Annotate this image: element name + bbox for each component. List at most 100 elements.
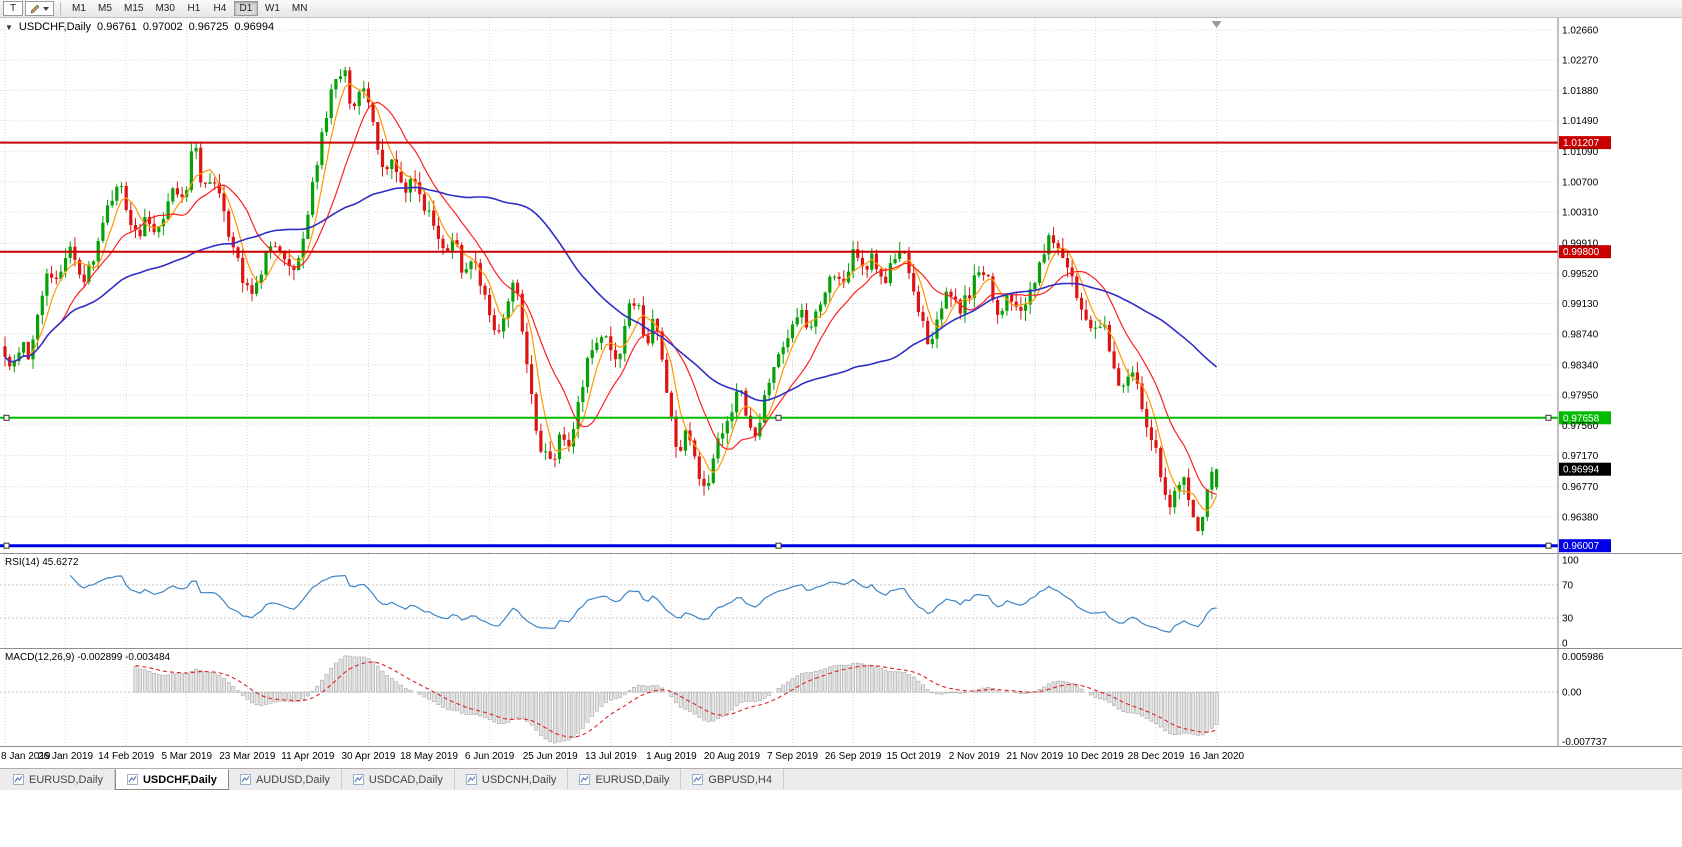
rsi-label: RSI(14) 45.6272 (5, 557, 79, 568)
price-chart-canvas[interactable]: 1.01207 0.99800 0.97658 0.96007 0.96994 1.026… (0, 18, 1682, 553)
date-label: 2 Nov 2019 (948, 751, 1000, 762)
date-label: 30 Apr 2019 (341, 751, 396, 762)
svg-text:0.00: 0.00 (1562, 688, 1582, 699)
date-label: 13 Jul 2019 (584, 751, 637, 762)
price-badge (1559, 245, 1611, 259)
macd-label: MACD(12,26,9) -0.002899 -0.003484 (5, 652, 171, 663)
chart-tab-label: USDCAD,Daily (368, 773, 443, 786)
chart-icon (126, 774, 138, 785)
svg-text:0.99800: 0.99800 (1563, 247, 1600, 258)
svg-text:0.96380: 0.96380 (1562, 512, 1599, 523)
horizontal-lines[interactable]: 1.01207 0.99800 0.97658 0.96007 0.96994 (0, 136, 1611, 553)
chart-icon (465, 774, 477, 785)
rsi-line (69, 574, 1217, 633)
timeframe-button-h1[interactable]: H1 (182, 1, 206, 16)
chart-tab-usdchf-daily[interactable]: USDCHF,Daily (114, 769, 229, 790)
timeframe-button-m15[interactable]: M15 (119, 1, 148, 16)
date-label: 18 May 2019 (400, 751, 458, 762)
svg-text:1.01207: 1.01207 (1563, 138, 1600, 149)
date-label: 20 Aug 2019 (703, 751, 761, 762)
svg-text:30: 30 (1562, 614, 1574, 625)
rsi-canvas: 100 70 30 0 (0, 554, 1682, 648)
macd-panel[interactable]: 0.005986 0.00 -0.007737 MACD(12,26,9) -0.0… (0, 648, 1682, 746)
svg-text:0: 0 (1562, 639, 1568, 649)
date-label: 7 Sep 2019 (766, 751, 819, 762)
svg-text:0.96007: 0.96007 (1563, 541, 1600, 552)
svg-text:0.99130: 0.99130 (1562, 299, 1599, 310)
timeframe-button-d1[interactable]: D1 (233, 1, 258, 16)
svg-text:1.00310: 1.00310 (1562, 208, 1599, 219)
chart-tab-label: USDCHF,Daily (142, 773, 217, 786)
svg-text:70: 70 (1562, 580, 1574, 591)
current-price-badge (1559, 462, 1611, 476)
chart-low-value: 0.96725 (188, 21, 229, 33)
chart-tab-usdcnh-daily[interactable]: USDCNH,Daily (455, 769, 569, 790)
draw-tool-button[interactable] (25, 1, 54, 16)
svg-text:0.96770: 0.96770 (1562, 482, 1599, 493)
svg-text:-0.007737: -0.007737 (1562, 737, 1607, 746)
toolbar: T M1 M5 M15 M30 H1 H4 D1 W1 MN (0, 0, 1682, 18)
svg-text:0.98340: 0.98340 (1562, 360, 1599, 371)
svg-text:0.98740: 0.98740 (1562, 329, 1599, 340)
timeframe-button-m30[interactable]: M30 (150, 1, 179, 16)
date-label: 16 Jan 2020 (1189, 751, 1245, 762)
timeframe-toolbar: M1 M5 M15 M30 H1 H4 D1 W1 MN (67, 1, 312, 16)
main-chart-panel[interactable]: 1.01207 0.99800 0.97658 0.96007 0.96994 1.026… (0, 18, 1682, 553)
caret-down-icon (43, 6, 49, 11)
date-label: 10 Dec 2019 (1067, 751, 1124, 762)
rsi-panel[interactable]: 100 70 30 0 RSI(14) 45.6272 (0, 553, 1682, 648)
date-label: 6 Jun 2019 (464, 751, 515, 762)
macd-signal-line (135, 661, 1217, 738)
chart-high-value: 0.97002 (142, 21, 183, 33)
chart-open-value: 0.96761 (97, 21, 137, 33)
svg-text:0.99520: 0.99520 (1562, 269, 1599, 280)
chart-icon (13, 774, 24, 785)
chart-tab-eurusd-daily[interactable]: EURUSD,Daily (568, 769, 682, 790)
chart-icon (692, 774, 704, 785)
text-tool-button[interactable]: T (3, 1, 23, 16)
svg-text:100: 100 (1562, 556, 1579, 567)
date-label: 23 Mar 2019 (219, 751, 276, 762)
timeframe-button-mn[interactable]: MN (287, 1, 313, 16)
svg-text:1.00700: 1.00700 (1562, 177, 1599, 188)
chart-tab-gbpusd-h4[interactable]: GBPUSD,H4 (681, 769, 784, 790)
svg-text:0.97658: 0.97658 (1563, 413, 1600, 424)
svg-text:0.97950: 0.97950 (1562, 391, 1599, 402)
chart-tab-eurusd-daily[interactable]: EURUSD,Daily (2, 769, 115, 790)
date-label: 26 Sep 2019 (824, 751, 882, 762)
chart-tab-audusd-daily[interactable]: AUDUSD,Daily (229, 769, 342, 790)
timeframe-button-m1[interactable]: M1 (67, 1, 91, 16)
grid (0, 18, 1558, 553)
chart-tab-label: EURUSD,Daily (595, 773, 670, 786)
date-label: 8 Jan 2019 (1, 751, 51, 762)
svg-text:1.01490: 1.01490 (1562, 116, 1599, 127)
price-axis[interactable]: 1.02660 1.02270 1.01880 1.01490 1.01090 1.007… (1562, 26, 1599, 524)
date-label: 15 Oct 2019 (886, 751, 941, 762)
price-badge (1559, 411, 1611, 425)
svg-text:0.96994: 0.96994 (1563, 465, 1600, 476)
macd-histogram (133, 655, 1219, 744)
date-axis[interactable]: 8 Jan 2019 26 Jan 2019 14 Feb 2019 5 Mar 20… (0, 746, 1682, 768)
chart-title: ▼ USDCHF,Daily 0.96761 0.97002 0.96725 0… (5, 21, 274, 33)
date-label: 21 Nov 2019 (1006, 751, 1064, 762)
chart-icon (579, 774, 591, 785)
date-label: 25 Jun 2019 (522, 751, 578, 762)
macd-canvas: 0.005986 0.00 -0.007737 (0, 649, 1682, 746)
timeframe-button-m5[interactable]: M5 (93, 1, 117, 16)
timeframe-button-h4[interactable]: H4 (208, 1, 232, 16)
timeframe-button-w1[interactable]: W1 (260, 1, 285, 16)
chart-symbol-label: USDCHF,Daily (18, 21, 92, 33)
svg-text:0.99910: 0.99910 (1562, 239, 1599, 250)
svg-text:1.01880: 1.01880 (1562, 86, 1599, 97)
date-label: 28 Dec 2019 (1127, 751, 1185, 762)
price-badge (1559, 539, 1611, 553)
date-label: 26 Jan 2019 (38, 751, 94, 762)
chart-tab-usdcad-daily[interactable]: USDCAD,Daily (342, 769, 455, 790)
toolbar-separator (60, 2, 61, 15)
moving-averages (4, 82, 1218, 512)
chart-icon (352, 774, 364, 785)
chart-dropdown-icon[interactable]: ▼ (5, 22, 13, 32)
chart-icon (239, 774, 251, 785)
svg-text:0.97170: 0.97170 (1562, 451, 1599, 462)
